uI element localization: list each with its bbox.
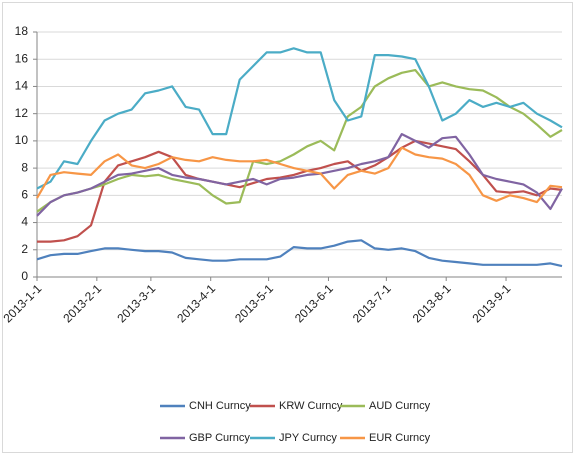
y-tick-label: 12 — [15, 106, 29, 120]
legend-label: AUD Curncy — [369, 400, 431, 412]
legend: CNH Curncy KRW Curncy AUD Curncy GBP Curncy… — [160, 400, 431, 444]
y-tick-label: 14 — [15, 79, 29, 93]
y-tick-label: 16 — [15, 51, 29, 65]
data-line — [36, 47, 563, 190]
legend-label: EUR Curncy — [369, 432, 431, 444]
y-tick-label: 4 — [21, 215, 28, 229]
data-line — [36, 69, 563, 213]
y-tick-label: 18 — [15, 24, 29, 38]
y-tick-label: 10 — [15, 133, 29, 147]
chart-frame — [2, 2, 573, 453]
legend-label: KRW Curncy — [279, 400, 343, 412]
y-tick-label: 0 — [21, 269, 28, 283]
y-tick-label: 6 — [21, 188, 28, 202]
data-line — [36, 133, 563, 217]
y-tick-label: 2 — [21, 242, 28, 256]
data-line — [36, 239, 563, 268]
legend-label: JPY Curncy — [279, 432, 337, 444]
legend-label: GBP Curncy — [189, 432, 250, 444]
legend-label: CNH Curncy — [189, 400, 251, 412]
data-line — [36, 146, 563, 204]
y-tick-label: 8 — [21, 160, 28, 174]
data-line — [37, 139, 563, 243]
